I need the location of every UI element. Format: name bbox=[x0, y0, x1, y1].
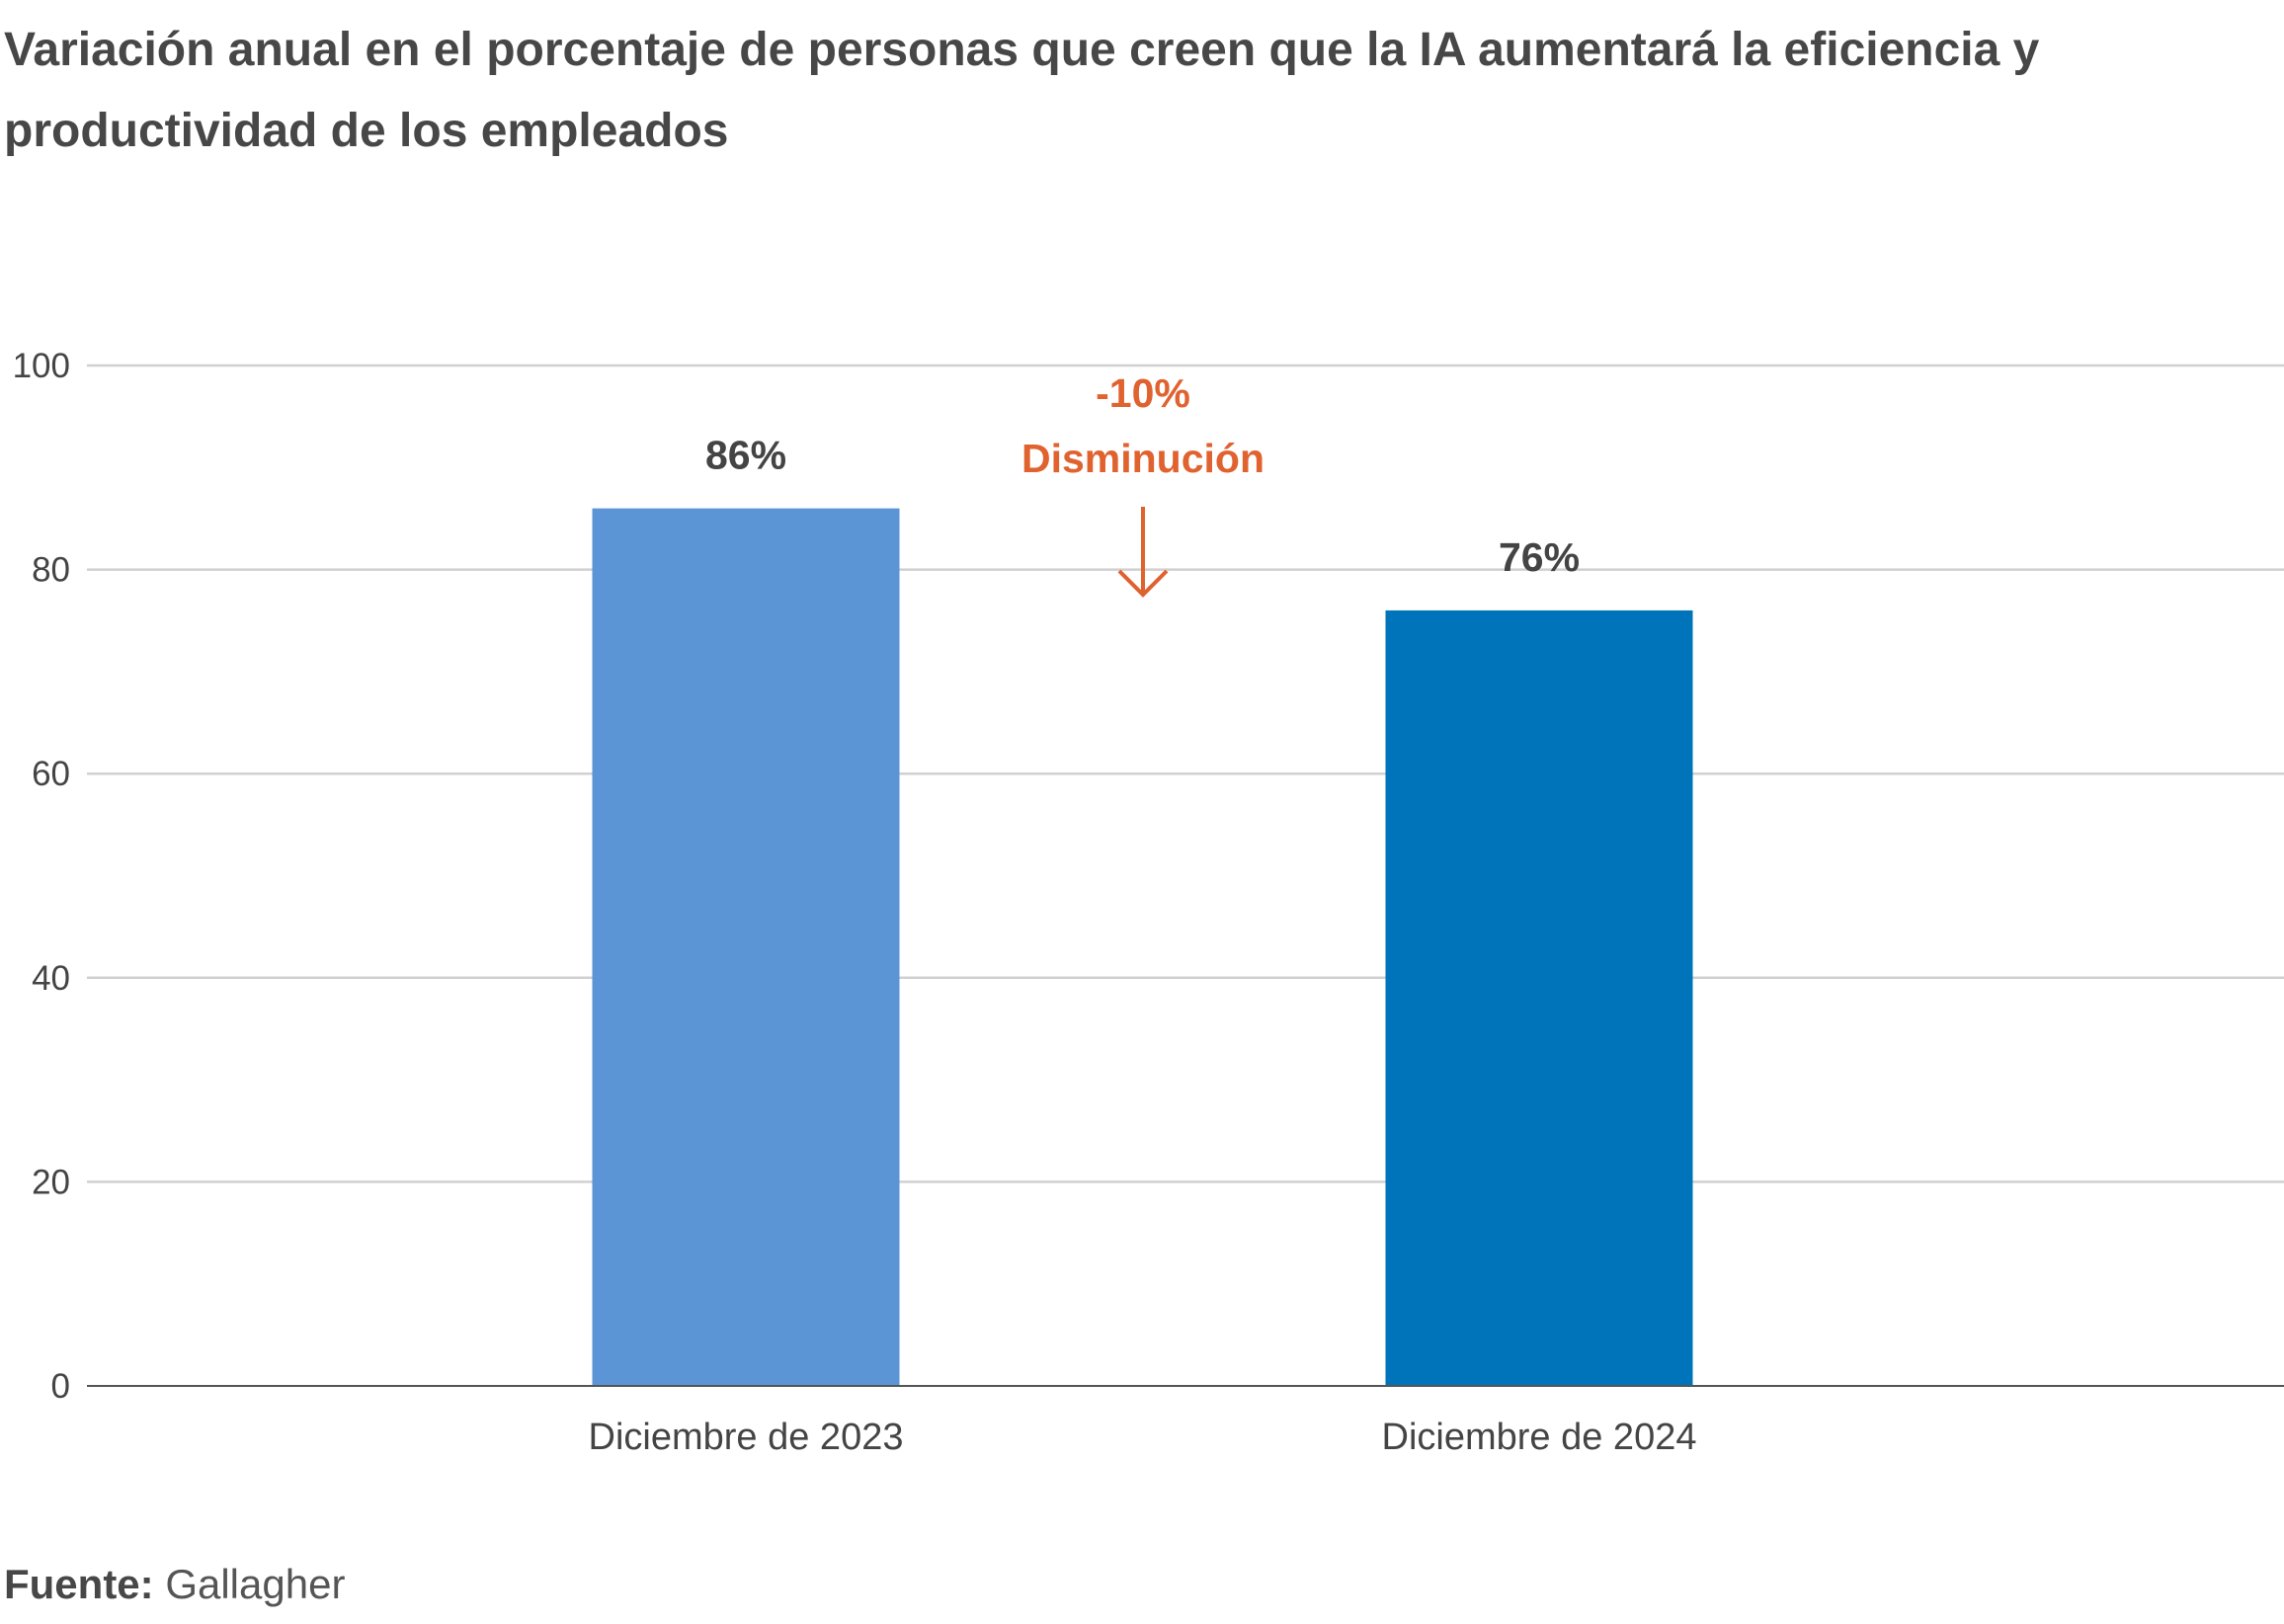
y-tick-label: 100 bbox=[13, 347, 70, 385]
y-tick-label: 0 bbox=[51, 1367, 70, 1406]
x-tick-label: Diciembre de 2024 bbox=[1382, 1417, 1697, 1458]
annotation-value: -10% bbox=[1096, 370, 1190, 416]
source-label: Fuente: bbox=[4, 1561, 154, 1607]
source-note: Fuente: Gallagher bbox=[4, 1561, 345, 1608]
x-tick-label: Diciembre de 2023 bbox=[589, 1417, 904, 1458]
chart-title: Variación anual en el porcentaje de pers… bbox=[4, 24, 2040, 157]
data-label: 76% bbox=[1499, 534, 1580, 580]
bar bbox=[1385, 609, 1693, 1386]
y-tick-label: 80 bbox=[32, 551, 70, 590]
data-label: 86% bbox=[705, 433, 786, 478]
source-value: Gallagher bbox=[165, 1561, 346, 1607]
annotation-label: Disminución bbox=[1021, 436, 1264, 481]
y-tick-label: 60 bbox=[32, 755, 70, 793]
arrow-down-icon bbox=[1117, 507, 1169, 598]
bar bbox=[592, 508, 900, 1386]
y-tick-label: 40 bbox=[32, 959, 70, 998]
y-tick-label: 20 bbox=[32, 1163, 70, 1201]
